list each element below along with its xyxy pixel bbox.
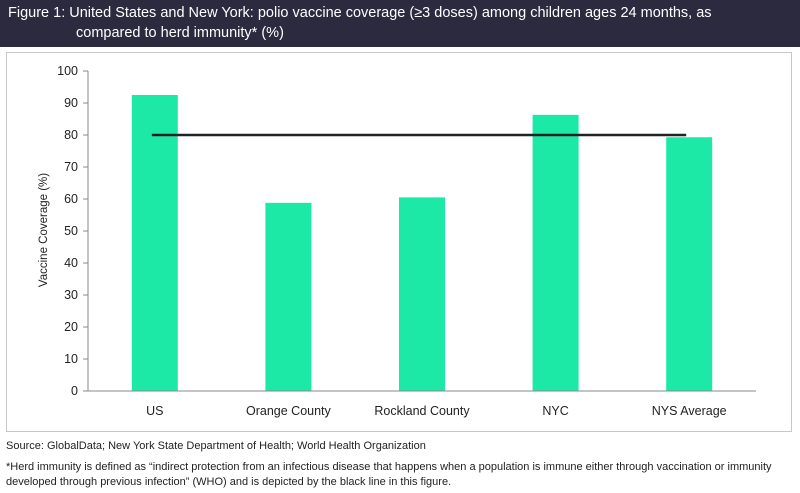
- footnote-line-1: *Herd immunity is defined as “indirect p…: [6, 461, 772, 473]
- bar: [532, 114, 579, 391]
- source-note: Source: GlobalData; New York State Depar…: [6, 440, 426, 452]
- x-tick-label: NYS Average: [652, 404, 727, 418]
- y-tick-label: 90: [64, 96, 78, 110]
- figure-title-line-2: compared to herd immunity* (%): [76, 25, 284, 41]
- bar: [666, 137, 713, 391]
- footnote-line-2: developed through previous infection” (W…: [6, 476, 452, 488]
- figure-title: Figure 1: United States and New York: po…: [0, 0, 800, 47]
- y-tick-label: 30: [64, 288, 78, 302]
- y-axis-label: Vaccine Coverage (%): [38, 173, 50, 287]
- figure-title-line-1: Figure 1: United States and New York: po…: [8, 5, 712, 21]
- y-tick-label: 70: [64, 160, 78, 174]
- bar: [265, 202, 312, 391]
- bar-chart: 0 10 20 30 40 50 60 70 80 90 100 US Orange County Ro…: [38, 64, 756, 418]
- bars: [131, 95, 713, 391]
- x-tick-label: NYC: [542, 404, 568, 418]
- x-tick-label: US: [146, 404, 163, 418]
- y-tick-label: 100: [57, 64, 78, 78]
- x-tick-label: Rockland County: [374, 404, 470, 418]
- x-axis: US Orange County Rockland County NYC NYS Ave…: [88, 390, 756, 418]
- footnote: *Herd immunity is defined as “indirect p…: [6, 460, 794, 490]
- y-tick-label: 50: [64, 224, 78, 238]
- y-tick-label: 60: [64, 192, 78, 206]
- y-tick-label: 20: [64, 320, 78, 334]
- bar: [131, 95, 178, 391]
- y-tick-label: 40: [64, 256, 78, 270]
- x-tick-label: Orange County: [246, 404, 332, 418]
- y-tick-label: 0: [71, 384, 78, 398]
- y-tick-label: 10: [64, 352, 78, 366]
- y-tick-label: 80: [64, 128, 78, 142]
- y-axis: 0 10 20 30 40 50 60 70 80 90 100: [57, 64, 89, 398]
- bar: [399, 197, 445, 391]
